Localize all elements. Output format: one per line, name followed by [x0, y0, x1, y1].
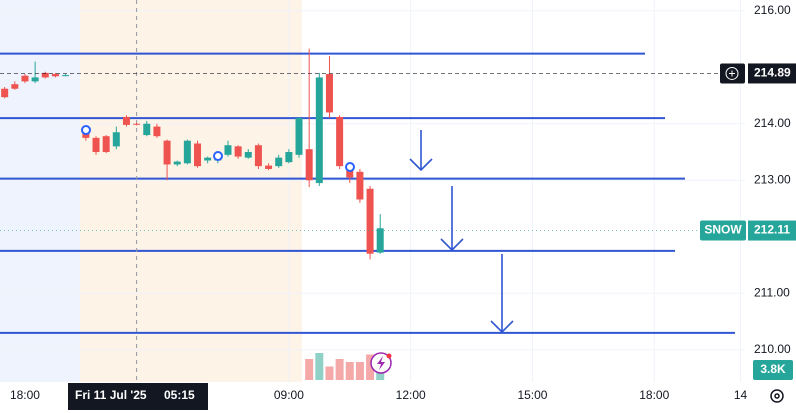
events-dot	[386, 353, 392, 359]
session-markers	[81, 125, 355, 172]
volume-bar	[335, 359, 344, 380]
x-tick-label: 15:00	[517, 388, 547, 402]
candle-body	[92, 137, 100, 153]
crosshair-date: Fri 11 Jul '25	[75, 388, 147, 402]
price-tag-plus	[725, 66, 739, 80]
marker	[213, 151, 223, 161]
candle-body	[325, 74, 333, 113]
candle-body	[356, 171, 364, 200]
volume-bar	[366, 354, 375, 380]
candle-body	[254, 145, 262, 167]
arrow-head	[490, 320, 514, 334]
plot	[0, 0, 745, 382]
arrow-head	[409, 158, 433, 172]
candle-body	[244, 152, 252, 158]
candle-body	[51, 74, 59, 77]
price-tag-bg	[748, 63, 796, 84]
candle-body	[346, 168, 354, 178]
y-tick-label: 216.00	[754, 3, 791, 17]
candle-body	[315, 77, 323, 184]
candle-body	[21, 75, 29, 82]
candle-body	[194, 143, 202, 167]
price-tag-name: SNOW	[704, 223, 742, 237]
candle-body	[153, 126, 161, 137]
candle-body	[183, 140, 191, 164]
arrows	[409, 130, 514, 334]
candle-body	[275, 157, 283, 167]
candle-body	[204, 157, 212, 161]
price-tag-bg	[748, 220, 796, 241]
volume-bar	[376, 368, 385, 380]
x-tick-label: 18:00	[639, 388, 669, 402]
candle-body	[1, 88, 9, 98]
volume-label-bg	[753, 360, 793, 380]
candle-body	[143, 123, 151, 136]
candle-body	[163, 140, 171, 165]
axes: 210.00 211.00 213.00 214.00 216.00 18:00 09:00…	[10, 3, 796, 410]
marker	[345, 162, 355, 172]
marker	[81, 125, 91, 135]
arrow-head	[440, 238, 464, 252]
candle-body	[122, 116, 130, 125]
candle-body	[234, 146, 242, 157]
volume-bar	[355, 362, 364, 380]
price-tag-value: 212.11	[754, 223, 790, 237]
events-icon-bolt	[377, 356, 385, 370]
gear	[770, 389, 784, 403]
price-tag-value: 214.89	[754, 66, 791, 80]
volume-bar	[315, 353, 324, 380]
y-tick-label: 210.00	[754, 342, 791, 356]
volume-bar	[345, 362, 354, 380]
candle-body	[366, 188, 374, 254]
volume-label: 3.8K	[760, 362, 786, 376]
gear-center	[774, 393, 780, 399]
x-tick-label: 18:00	[10, 388, 40, 402]
candle-body	[82, 132, 90, 138]
candle-body	[31, 77, 39, 82]
price-tag-plus-cross	[729, 70, 735, 77]
volume-bar	[305, 359, 314, 380]
candle-body	[112, 132, 120, 147]
candle-body	[102, 136, 110, 153]
candle-body	[173, 161, 181, 165]
y-tick-label: 211.00	[754, 285, 790, 299]
crosshair-time: 05:15	[164, 388, 195, 402]
candle-body	[41, 72, 49, 78]
x-tick-label: 09:00	[274, 388, 304, 402]
candle-body	[376, 228, 384, 253]
candle-body	[305, 149, 313, 181]
y-tick-label: 213.00	[754, 172, 791, 186]
candle-body	[62, 75, 70, 77]
price-tag-name-bg	[700, 220, 746, 241]
candle-body	[133, 123, 141, 125]
premarket-bg	[80, 0, 302, 382]
candle-body	[295, 118, 303, 155]
candle-body	[336, 116, 344, 167]
candle-body	[224, 145, 232, 155]
crosshair-label-bg	[68, 383, 208, 410]
x-tick-label: 12:00	[396, 388, 426, 402]
candle-body	[11, 84, 19, 89]
settings-icon[interactable]	[770, 389, 784, 403]
candle-body	[265, 165, 273, 169]
pre-session-bg	[0, 0, 80, 382]
volume-bar	[325, 366, 334, 380]
y-tick-label: 214.00	[754, 116, 791, 130]
candle-body	[285, 152, 293, 163]
x-tick-label: 14	[734, 388, 748, 402]
